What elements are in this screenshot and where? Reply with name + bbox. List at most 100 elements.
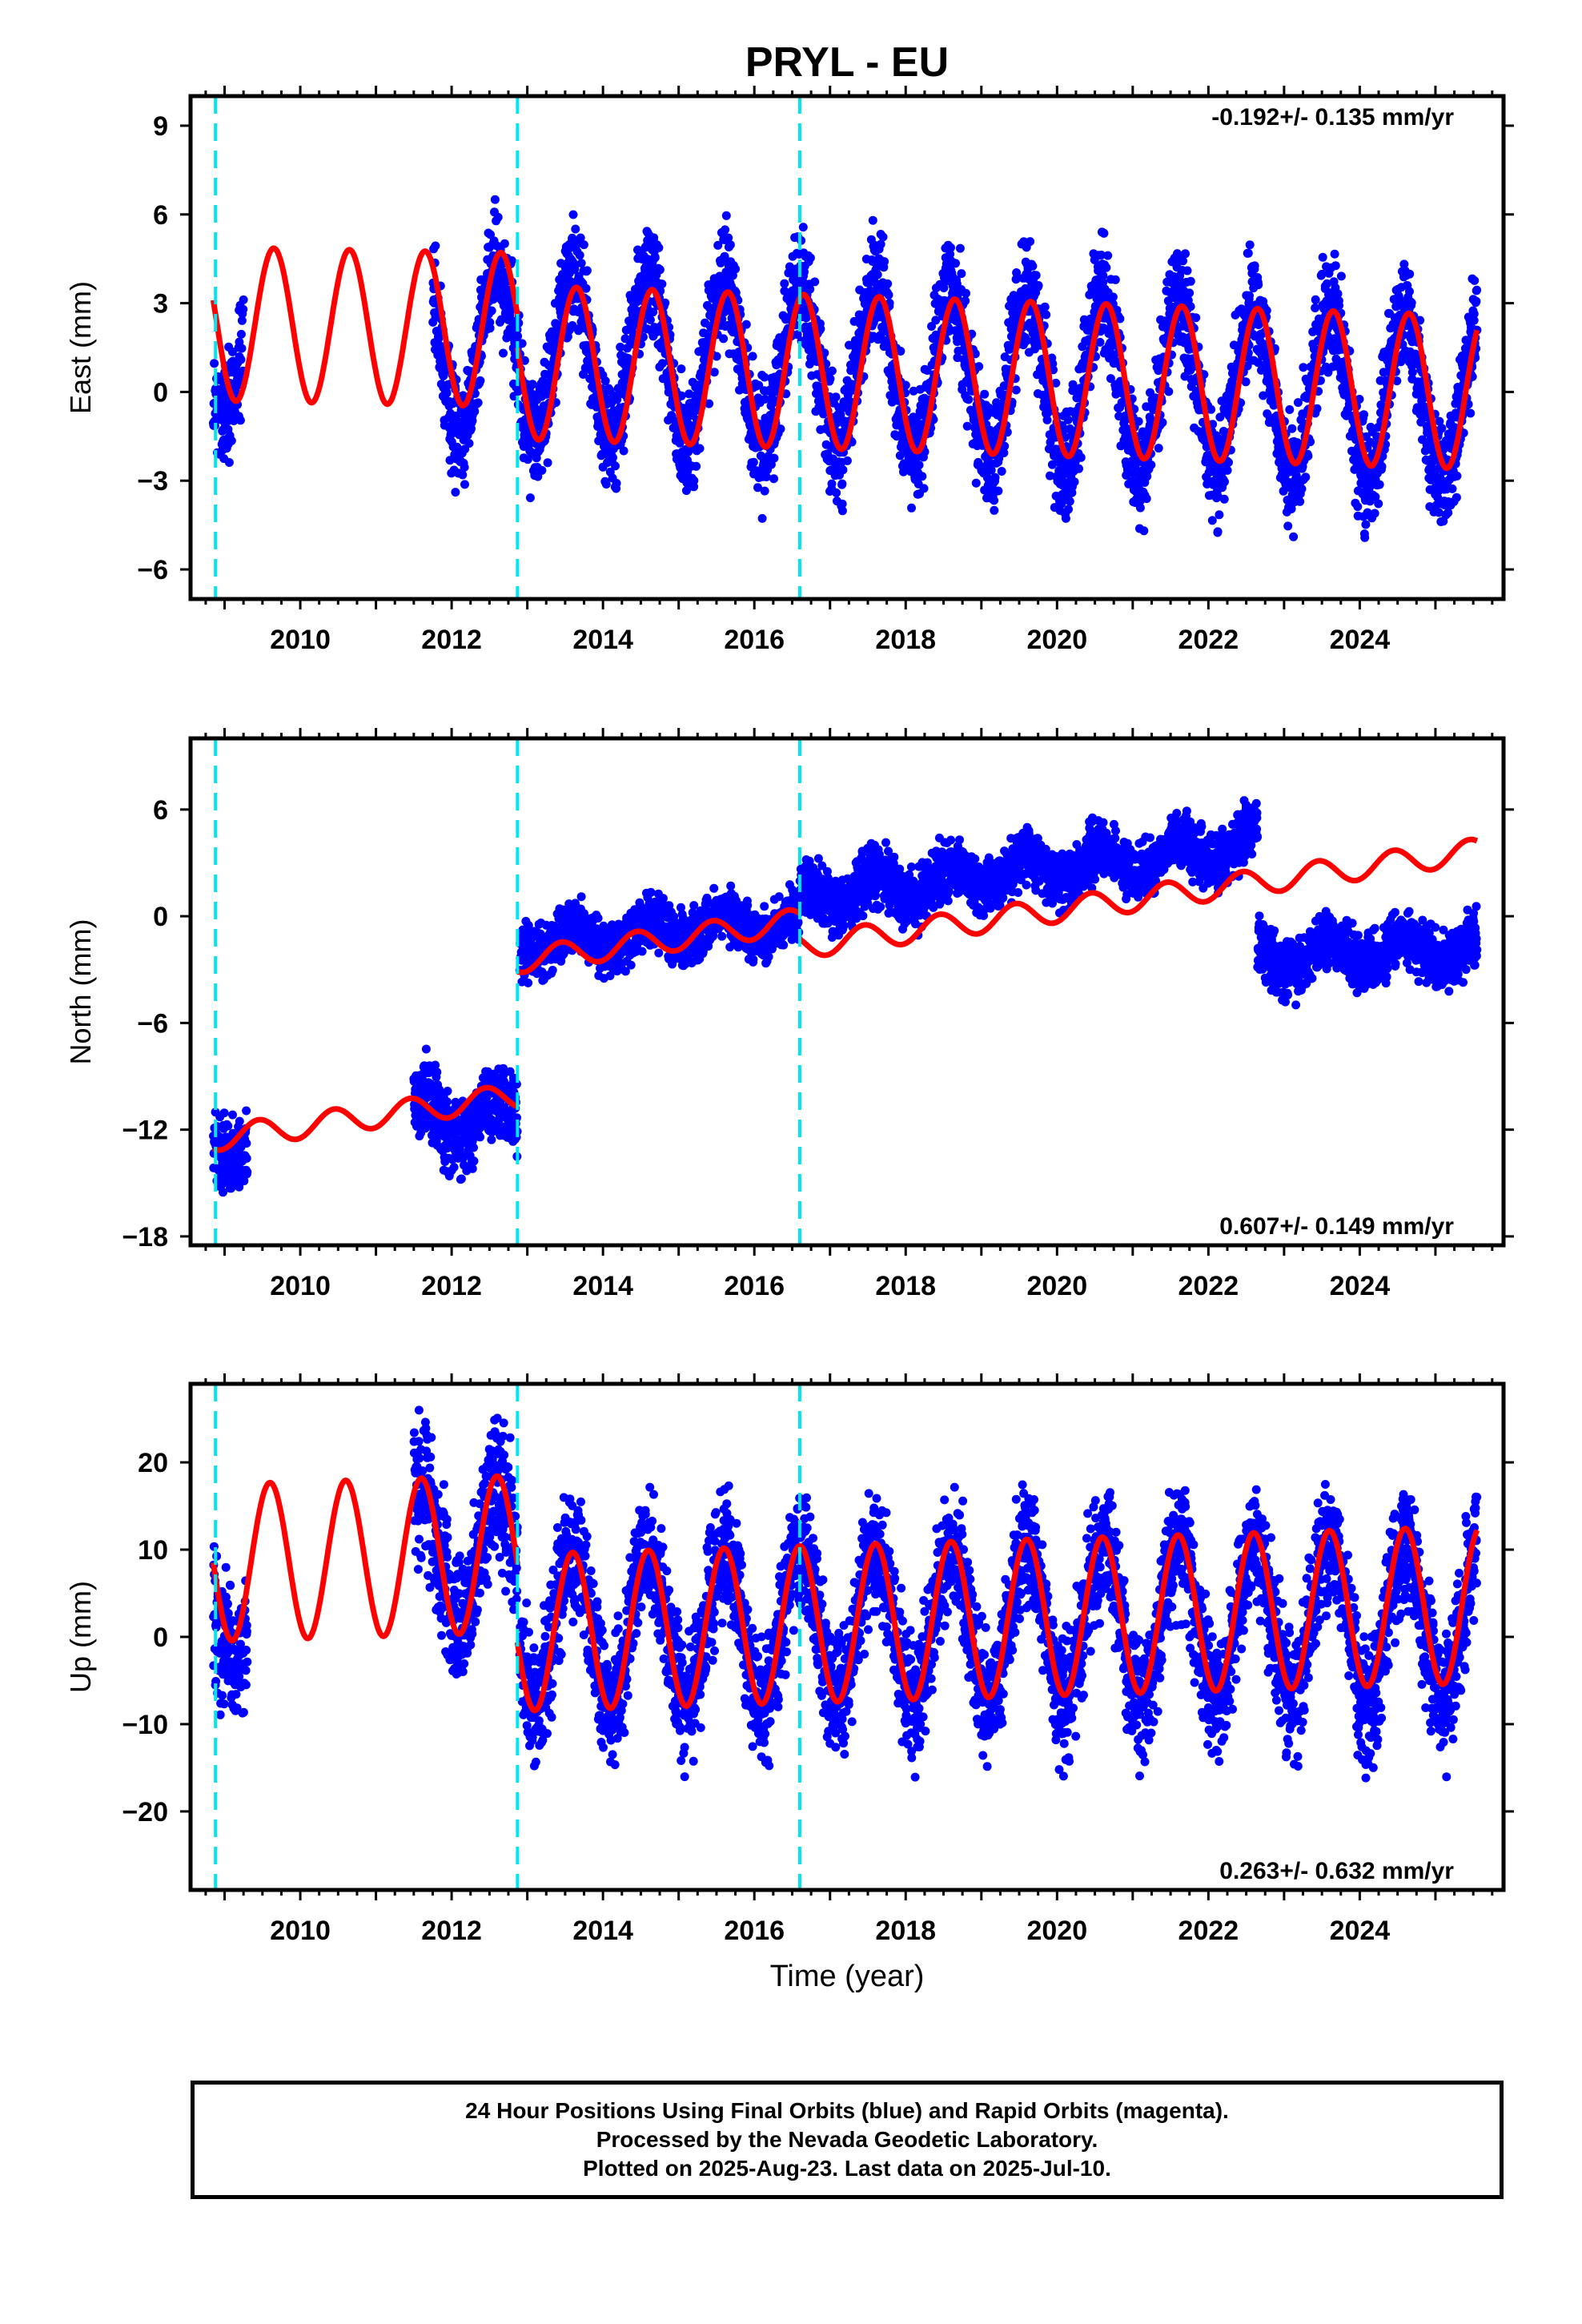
data-point (731, 264, 740, 273)
x-tick-label: 2018 (875, 625, 936, 655)
data-point (1146, 460, 1155, 469)
data-point (722, 211, 731, 220)
data-point (513, 332, 522, 340)
data-point (1041, 303, 1050, 312)
data-point (491, 195, 500, 204)
data-point (1111, 275, 1120, 284)
data-point (719, 334, 728, 343)
data-point (837, 480, 846, 489)
data-point (1452, 493, 1461, 502)
x-tick-label: 2016 (724, 625, 785, 655)
data-point (1452, 472, 1461, 480)
data-point (915, 460, 924, 469)
data-point (1448, 485, 1457, 493)
data-point (1470, 276, 1479, 285)
data-point (460, 463, 469, 472)
data-point (1254, 280, 1263, 289)
data-point (980, 390, 989, 399)
data-point (805, 285, 814, 294)
data-point (1375, 480, 1384, 489)
data-point (237, 330, 246, 339)
data-point (1472, 297, 1480, 306)
data-point (1374, 500, 1383, 509)
data-point (843, 456, 852, 465)
data-point (239, 296, 248, 304)
data-point (612, 479, 621, 488)
y-tick-label: 6 (153, 200, 168, 231)
data-point (749, 352, 757, 360)
x-tick-label: 2010 (270, 625, 331, 655)
data-point (608, 453, 617, 462)
data-point (1139, 526, 1148, 535)
data-point (228, 1111, 237, 1120)
data-point (235, 1117, 244, 1126)
data-point (1099, 229, 1108, 238)
data-point (657, 279, 666, 288)
data-point (946, 243, 955, 252)
data-point (236, 416, 245, 424)
data-point (1064, 505, 1073, 514)
data-point (1042, 311, 1050, 320)
data-point (1164, 388, 1173, 396)
y-tick-label: −6 (137, 555, 168, 585)
data-point (1026, 237, 1034, 246)
data-point (1181, 249, 1190, 258)
data-point (1437, 424, 1446, 432)
data-point (1378, 462, 1387, 471)
north-panel: 2010 2012 2014 2016 2018 2020 2022 2024−18−12−6… (64, 728, 1514, 1301)
y-tick-label: 9 (153, 111, 168, 142)
data-point (1032, 271, 1041, 279)
data-point (1245, 292, 1254, 300)
data-point (223, 1122, 232, 1131)
data-point (761, 487, 769, 496)
data-point (1098, 271, 1107, 280)
data-point (1070, 477, 1079, 486)
figure-canvas: PRYL - EU 2010 2012 2014 2016 2018 2020 2022 20… (0, 0, 1582, 2324)
data-point (917, 472, 926, 480)
data-point (1337, 271, 1346, 280)
y-axis-label: East (mm) (64, 281, 97, 414)
data-point (431, 242, 440, 251)
data-point (460, 480, 469, 489)
data-point (1077, 453, 1086, 462)
data-point (832, 489, 841, 497)
data-point (576, 251, 584, 259)
data-point (1186, 277, 1195, 286)
data-point (611, 461, 620, 470)
data-point (1331, 250, 1339, 259)
data-point (1154, 444, 1163, 452)
data-point (1405, 270, 1414, 279)
data-point (1359, 410, 1368, 419)
data-point (869, 216, 877, 225)
data-point (210, 359, 219, 368)
data-point (1371, 509, 1379, 518)
data-point (1215, 510, 1223, 519)
x-tick-label: 2012 (421, 625, 482, 655)
data-point (828, 367, 837, 376)
data-point (826, 375, 835, 384)
data-point (879, 232, 888, 241)
data-point (957, 269, 966, 278)
data-point (1295, 497, 1304, 506)
data-point (991, 473, 1000, 482)
x-tick-label: 2014 (572, 625, 633, 655)
data-point (238, 344, 247, 353)
data-point (537, 466, 546, 475)
data-point (571, 225, 580, 234)
data-point (1472, 286, 1481, 295)
data-point (962, 289, 970, 298)
data-point (458, 471, 467, 480)
chart-title: PRYL - EU (745, 39, 949, 86)
data-point (474, 398, 483, 407)
data-point (1066, 497, 1074, 506)
x-tick-label: 2022 (1178, 625, 1239, 655)
data-point (1405, 287, 1414, 296)
data-point (654, 243, 663, 252)
data-point (220, 1108, 229, 1117)
data-point (956, 244, 965, 253)
data-point (494, 213, 503, 222)
data-point (577, 259, 586, 267)
data-point (1298, 485, 1307, 493)
data-point (1407, 299, 1416, 308)
data-point (885, 291, 893, 300)
